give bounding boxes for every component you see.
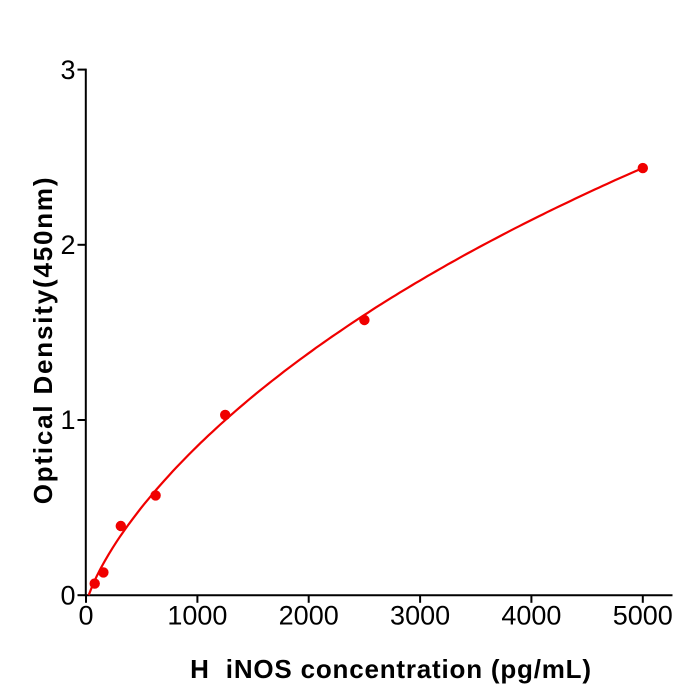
svg-text:4000: 4000 xyxy=(501,601,561,631)
svg-text:1000: 1000 xyxy=(167,601,227,631)
svg-text:1: 1 xyxy=(60,405,75,435)
svg-text:2000: 2000 xyxy=(279,601,339,631)
svg-text:0: 0 xyxy=(60,580,75,610)
svg-text:0: 0 xyxy=(78,601,93,631)
svg-text:Optical Density(450nm): Optical Density(450nm) xyxy=(28,176,58,505)
svg-text:H iNOS concentration (pg/mL): H iNOS concentration (pg/mL) xyxy=(190,654,592,684)
svg-text:3000: 3000 xyxy=(390,601,450,631)
svg-text:2: 2 xyxy=(60,230,75,260)
svg-text:3: 3 xyxy=(60,55,75,85)
svg-text:5000: 5000 xyxy=(613,601,673,631)
